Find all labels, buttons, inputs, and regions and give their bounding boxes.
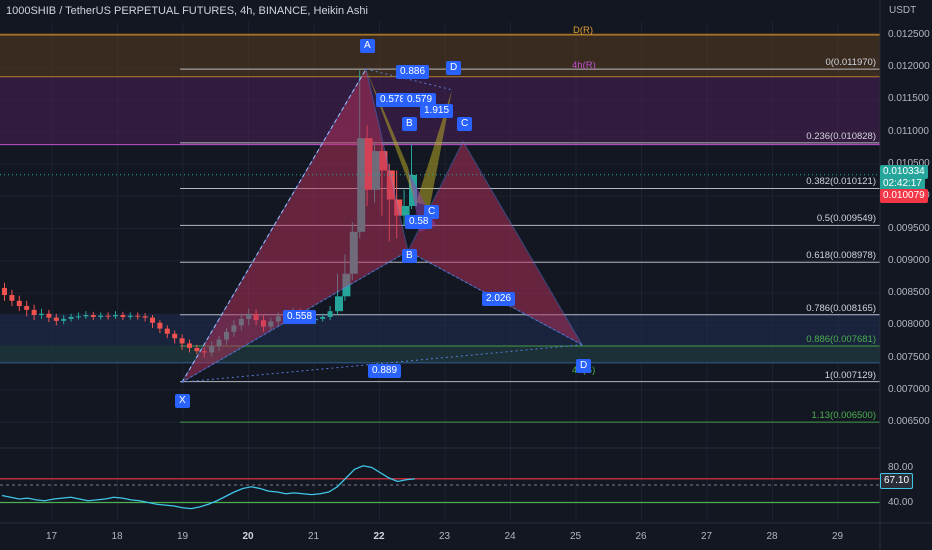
candle-body bbox=[187, 343, 192, 348]
candle-body bbox=[76, 316, 81, 318]
countdown-tag: 02:42:17 bbox=[880, 176, 925, 191]
candle-body bbox=[31, 309, 37, 316]
fib-label: 1(0.007129) bbox=[824, 369, 876, 381]
ratio-label: 0.886 bbox=[396, 65, 430, 79]
fib-label: 0(0.011970) bbox=[825, 57, 876, 69]
x-tick-label: 22 bbox=[373, 531, 385, 542]
candle-body bbox=[335, 296, 343, 312]
point-b-small: B bbox=[402, 117, 417, 131]
candle-body bbox=[53, 317, 59, 321]
currency-label: USDT bbox=[889, 5, 917, 16]
point-a: A bbox=[360, 39, 375, 53]
candle-body bbox=[401, 205, 410, 216]
fib-label: 0.786(0.008165) bbox=[806, 302, 876, 314]
ratio-label: 2.026 bbox=[482, 292, 516, 306]
pattern-xd-dashed bbox=[181, 344, 583, 383]
fib-label: 0.236(0.010828) bbox=[806, 130, 876, 142]
x-tick-label: 25 bbox=[570, 531, 582, 542]
chart-title: 1000SHIB / TetherUS PERPETUAL FUTURES, 4… bbox=[6, 5, 368, 17]
point-b: B bbox=[402, 249, 417, 263]
candle-body bbox=[150, 317, 155, 323]
candle-body bbox=[113, 315, 118, 317]
osc-tick-label: 40.00 bbox=[888, 496, 914, 508]
x-tick-label: 19 bbox=[177, 531, 189, 542]
y-tick-label: 0.008500 bbox=[888, 287, 930, 299]
candle-body bbox=[39, 313, 44, 316]
fib-label: 0.618(0.008978) bbox=[806, 250, 876, 262]
fib-label: 0.886(0.007681) bbox=[806, 333, 876, 345]
ratio-label: 0.889 bbox=[368, 364, 402, 378]
point-d-small: D bbox=[446, 61, 462, 75]
ratio-label: 0.558 bbox=[283, 310, 317, 324]
x-tick-label: 20 bbox=[242, 531, 254, 542]
y-tick-label: 0.011000 bbox=[888, 125, 929, 137]
h4-resistance-label: 4h(R) bbox=[572, 60, 596, 72]
point-x: X bbox=[175, 394, 190, 408]
candle-body bbox=[172, 333, 178, 339]
last-price-tag: 0.010334 bbox=[880, 164, 928, 179]
candle-body bbox=[9, 295, 15, 301]
point-c: C bbox=[457, 117, 473, 131]
y-tick-label: 0.009000 bbox=[888, 254, 930, 266]
x-tick-label: 26 bbox=[635, 531, 647, 542]
candle-body bbox=[120, 315, 126, 317]
y-tick-label: 0.009500 bbox=[888, 222, 930, 234]
ratio-label: 0.578 bbox=[376, 93, 410, 107]
candle-body bbox=[90, 315, 96, 317]
candle-body bbox=[135, 315, 141, 317]
candle-body bbox=[327, 311, 333, 317]
green-support-band bbox=[0, 345, 880, 363]
pattern-xa-dashed bbox=[181, 68, 367, 383]
candle-body bbox=[2, 287, 7, 296]
low-price-tag: 0.010079 bbox=[880, 188, 928, 203]
x-tick-label: 23 bbox=[439, 531, 451, 542]
candle-body bbox=[98, 315, 104, 317]
candle-body bbox=[68, 316, 74, 319]
y-tick-label: 0.006500 bbox=[888, 416, 930, 428]
y-tick-label: 0.010500 bbox=[888, 158, 930, 169]
candle-body bbox=[157, 322, 163, 329]
y-tick-label: 0.011500 bbox=[888, 93, 929, 105]
candle-body bbox=[127, 315, 133, 317]
candle-body bbox=[179, 338, 185, 344]
ratio-label: 0.58 bbox=[405, 215, 433, 229]
candle-body bbox=[142, 316, 148, 318]
x-tick-label: 18 bbox=[111, 531, 123, 542]
y-tick-label: 0.007500 bbox=[888, 351, 930, 363]
candle-body bbox=[24, 306, 30, 310]
candle-body bbox=[83, 315, 89, 317]
fib-label: 1.13(0.006500) bbox=[811, 410, 876, 422]
x-tick-label: 29 bbox=[832, 531, 844, 542]
small-pattern-right bbox=[416, 89, 452, 206]
ratio-label: 1.915 bbox=[420, 104, 454, 118]
x-tick-label: 21 bbox=[308, 531, 320, 542]
osc-value-tag: 67.10 bbox=[880, 472, 914, 489]
x-tick-label: 24 bbox=[504, 531, 516, 542]
x-tick-label: 27 bbox=[701, 531, 713, 542]
y-tick-label: 0.012000 bbox=[888, 61, 930, 73]
ratio-label: 0.579 bbox=[403, 93, 437, 107]
y-tick-label: 0.008000 bbox=[888, 319, 930, 331]
candle-body bbox=[194, 347, 200, 352]
osc-tick-label: 80.00 bbox=[888, 461, 914, 473]
x-tick-label: 17 bbox=[46, 531, 58, 542]
x-tick-label: 28 bbox=[766, 531, 778, 542]
candle-body bbox=[46, 313, 52, 318]
fib-label: 0.382(0.010121) bbox=[806, 176, 876, 188]
candle-body bbox=[61, 318, 67, 321]
y-tick-label: 0.007000 bbox=[888, 383, 930, 395]
candle-body bbox=[16, 300, 22, 306]
y-tick-label: 0.012500 bbox=[888, 28, 930, 40]
oscillator-line bbox=[1, 465, 415, 510]
point-d: D bbox=[576, 359, 592, 373]
daily-resistance-label: D(R) bbox=[573, 24, 594, 36]
candle-body bbox=[164, 328, 170, 334]
daily-resistance-zone bbox=[0, 32, 880, 77]
fib-label: 0.5(0.009549) bbox=[816, 213, 876, 225]
candle-body bbox=[320, 316, 326, 319]
candle-body bbox=[105, 315, 111, 317]
